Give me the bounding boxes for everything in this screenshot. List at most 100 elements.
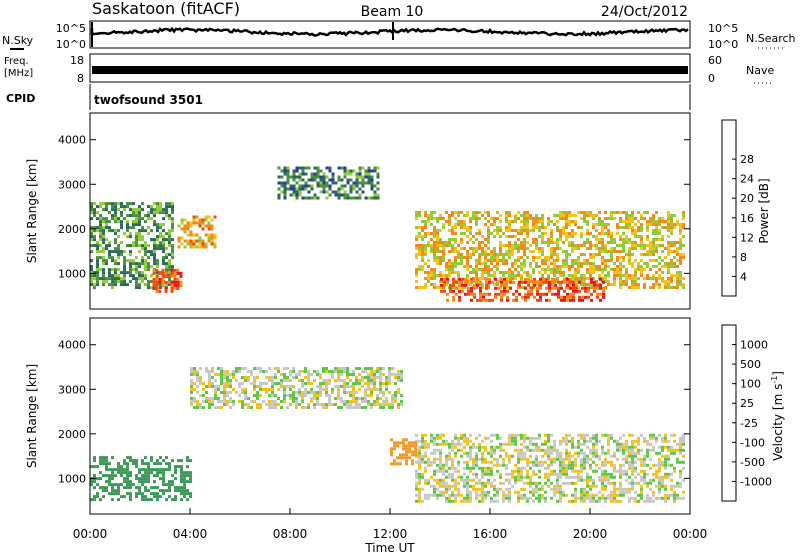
velocity-cell [436, 433, 439, 437]
power-cell [541, 241, 544, 244]
power-cell [322, 190, 326, 194]
power-cell [652, 250, 655, 253]
power-cell [176, 283, 180, 287]
power-cell [286, 181, 290, 185]
power-cell [144, 277, 147, 281]
velocity-cell [421, 442, 424, 446]
velocity-cell [490, 448, 493, 452]
power-cell [667, 253, 670, 256]
velocity-cell [628, 454, 631, 458]
velocity-cell [355, 382, 358, 385]
velocity-cell [141, 498, 144, 502]
power-cell [418, 253, 421, 256]
power-cell [448, 241, 451, 244]
power-cell [494, 286, 497, 290]
power-cell [509, 286, 512, 290]
power-cell [376, 187, 380, 191]
power-cell [475, 232, 478, 235]
power-cell [517, 271, 520, 274]
velocity-cell [418, 487, 421, 491]
velocity-cell [211, 403, 214, 406]
power-cell [616, 223, 619, 226]
velocity-cell [661, 475, 664, 479]
velocity-cell [583, 478, 586, 482]
power-cell [433, 226, 436, 229]
velocity-cell [583, 463, 586, 467]
power-cell [655, 247, 658, 250]
power-cell [499, 259, 502, 262]
velocity-cell [481, 460, 484, 464]
velocity-cell [463, 436, 466, 440]
power-cell [535, 223, 538, 226]
power-cell [604, 259, 607, 262]
velocity-cell [235, 391, 238, 394]
velocity-cell [652, 436, 655, 440]
power-cell [533, 280, 536, 284]
power-cell [457, 256, 460, 259]
velocity-cell [174, 477, 177, 481]
velocity-cell [595, 433, 598, 437]
power-cell [433, 235, 436, 238]
power-cell [198, 242, 202, 246]
power-cell [598, 232, 601, 235]
velocity-cell [508, 499, 511, 503]
power-cell [512, 292, 515, 296]
velocity-cell [439, 466, 442, 470]
velocity-cell [565, 442, 568, 446]
power-cell [430, 238, 433, 241]
power-cell [102, 277, 105, 281]
velocity-cell [259, 370, 262, 373]
power-cell [298, 187, 302, 191]
velocity-cell [556, 484, 559, 488]
power-cell [108, 220, 111, 224]
power-cell [141, 274, 144, 278]
velocity-cell [652, 472, 655, 476]
velocity-cell [241, 382, 244, 385]
power-cell [162, 247, 165, 251]
velocity-cell [153, 462, 156, 466]
velocity-cell [433, 490, 436, 494]
power-cell [514, 214, 517, 217]
velocity-cell [424, 493, 427, 497]
velocity-cell [373, 388, 376, 391]
velocity-cell [634, 445, 637, 449]
velocity-cell [205, 367, 208, 370]
velocity-cell [616, 445, 619, 449]
velocity-cell [619, 490, 622, 494]
power-cell [550, 232, 553, 235]
power-cell [604, 217, 607, 220]
velocity-cell [319, 376, 322, 379]
power-cell [490, 274, 493, 277]
velocity-cell [661, 484, 664, 488]
velocity-cell [268, 406, 271, 409]
power-cell [536, 280, 539, 284]
velocity-cell [634, 469, 637, 473]
velocity-cell [388, 403, 391, 406]
power-cell [155, 274, 159, 278]
velocity-cell [135, 462, 138, 466]
power-cell [472, 211, 475, 214]
power-cell [649, 286, 652, 289]
power-cell [590, 298, 593, 302]
velocity-cell [598, 439, 601, 443]
velocity-cell [283, 373, 286, 376]
power-cell [622, 250, 625, 253]
velocity-cell [565, 448, 568, 452]
power-cell [165, 232, 168, 236]
velocity-cell [583, 454, 586, 458]
power-cell [96, 265, 99, 269]
power-cell [485, 283, 488, 287]
power-cell [541, 214, 544, 217]
velocity-cell [544, 496, 547, 500]
velocity-cell [253, 382, 256, 385]
power-cell [90, 235, 93, 239]
velocity-cell [445, 442, 448, 446]
power-cell [613, 283, 616, 286]
power-cell [213, 233, 217, 237]
power-cell [682, 223, 685, 226]
velocity-cell [511, 439, 514, 443]
power-cell [156, 259, 159, 263]
power-cell [646, 220, 649, 223]
power-cell [102, 229, 105, 233]
power-cell [180, 221, 184, 225]
